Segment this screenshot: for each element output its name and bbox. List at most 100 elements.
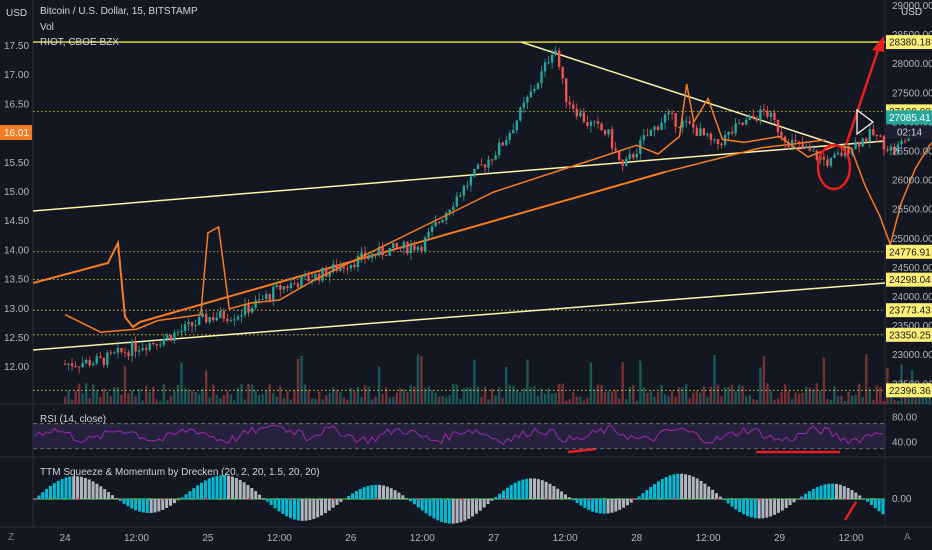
volume-bar: [776, 398, 780, 404]
volume-bar: [102, 388, 106, 404]
candle-body: [434, 221, 437, 227]
a-icon[interactable]: A: [904, 532, 911, 543]
candle-body: [392, 242, 395, 248]
candle-body: [152, 342, 155, 344]
volume-bar: [819, 390, 822, 404]
candle-body: [445, 212, 448, 220]
level-label: 23773.43: [889, 306, 931, 317]
volume-bar: [134, 396, 137, 404]
ttm-bar: [265, 499, 269, 502]
candle-body: [494, 155, 497, 160]
vol-legend[interactable]: Vol: [40, 22, 54, 33]
volume-bar: [480, 397, 483, 404]
ttm-bar: [381, 485, 385, 499]
ttm-squeeze-dot: [361, 498, 364, 500]
volume-bar: [402, 389, 406, 404]
ttm-bar: [529, 478, 533, 499]
ttm-squeeze-dot: [390, 498, 392, 500]
volume-bar: [667, 396, 670, 404]
volume-bar: [854, 394, 857, 404]
compare-legend[interactable]: RIOT, CBOE BZX: [40, 37, 119, 48]
ttm-squeeze-dot: [120, 498, 123, 500]
countdown-label: 02:14: [897, 127, 922, 138]
ttm-bar: [804, 493, 808, 499]
volume-bar: [572, 392, 575, 404]
candle-body: [833, 154, 836, 158]
current-price-badge: [886, 110, 932, 125]
ttm-bar: [436, 499, 440, 521]
ttm-squeeze-dot: [35, 498, 37, 500]
ttm-bar: [292, 499, 296, 520]
ttm-squeeze-dot: [645, 498, 648, 500]
level-badge: [886, 303, 932, 318]
volume-bar: [628, 386, 631, 404]
riot-extension: [664, 139, 826, 173]
chart-title[interactable]: Bitcoin / U.S. Dollar, 15, BITSTAMP: [40, 6, 198, 17]
ttm-bar: [412, 499, 416, 505]
volume-bar: [865, 354, 868, 404]
ttm-bar: [811, 488, 815, 499]
volume-bar: [409, 384, 413, 404]
level-badge: [886, 383, 932, 398]
x-tick-label: 26: [345, 533, 357, 544]
ttm-bar: [316, 499, 320, 518]
candle-body: [497, 142, 501, 156]
candle-body: [872, 129, 875, 135]
ttm-bar: [285, 499, 289, 517]
candle-body: [84, 360, 88, 364]
volume-bar: [268, 384, 271, 404]
volume-bar: [850, 395, 854, 404]
volume-bar: [639, 360, 642, 404]
candle-body: [176, 332, 180, 334]
candle-body: [727, 131, 730, 135]
candle-body: [529, 91, 533, 98]
volume-bar: [416, 354, 420, 404]
volume-bar: [264, 390, 268, 404]
ttm-bar: [409, 499, 413, 502]
ttm-bar: [308, 499, 312, 521]
volume-bar: [152, 386, 155, 404]
candle-body: [720, 143, 723, 146]
ttm-legend[interactable]: TTM Squeeze & Momentum by Drecken (20, 2…: [40, 467, 320, 478]
volume-bar: [720, 396, 723, 404]
left-currency-label[interactable]: USD: [6, 8, 28, 19]
candle-body: [385, 255, 388, 257]
ttm-squeeze-dot: [503, 498, 506, 500]
ttm-bar: [494, 497, 498, 499]
ttm-bar: [544, 481, 548, 499]
volume-bar: [473, 359, 476, 404]
right-currency-label[interactable]: USD: [901, 7, 923, 18]
volume-bar: [88, 398, 91, 404]
candle-body: [261, 298, 264, 300]
volume-bar: [512, 386, 515, 404]
candle-body: [610, 129, 614, 149]
volume-bar: [536, 395, 540, 404]
candle-body: [219, 311, 222, 318]
ttm-bar: [831, 483, 835, 499]
volume-bar: [420, 356, 423, 404]
volume-bar: [92, 384, 95, 404]
candle-body: [254, 300, 257, 308]
ttm-squeeze-dot: [375, 498, 378, 500]
ttm-bar: [320, 499, 324, 516]
volume-bar: [826, 399, 829, 404]
riot-channel-left: [32, 239, 141, 329]
volume-bar: [215, 394, 218, 404]
rsi-legend[interactable]: RSI (14, close): [40, 414, 107, 425]
ttm-bar: [773, 499, 777, 515]
candle-body: [519, 107, 522, 121]
ttm-bar: [141, 499, 145, 513]
candle-body: [543, 62, 547, 72]
ttm-bar: [850, 490, 854, 499]
candle-body: [81, 363, 84, 367]
z-icon[interactable]: Z: [8, 532, 15, 543]
candle-body: [268, 294, 271, 301]
ttm-squeeze-dot: [674, 498, 676, 500]
volume-bar: [77, 383, 81, 404]
ttm-bar: [711, 489, 715, 499]
right-tick-label: 24500.00: [892, 263, 932, 274]
candle-body: [596, 121, 600, 124]
ttm-bar: [571, 499, 575, 501]
